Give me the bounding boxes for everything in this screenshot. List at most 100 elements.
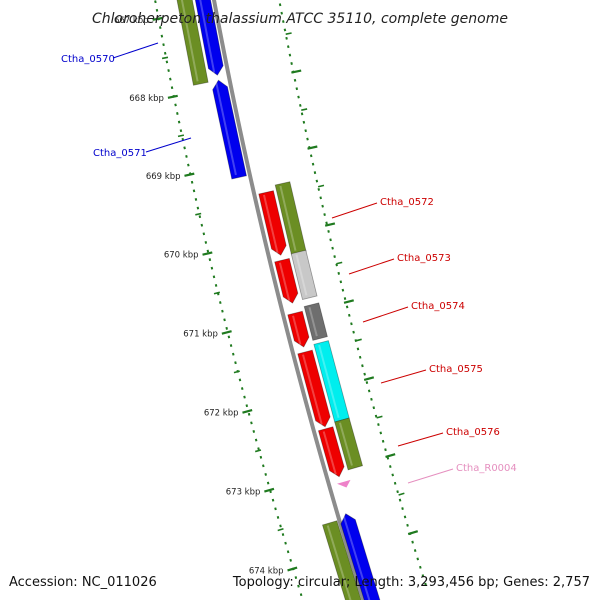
left-scale-dot (240, 387, 244, 390)
minor-tick (213, 291, 221, 295)
right-scale-dot (401, 507, 404, 510)
gene-label[interactable]: Ctha_0571 (93, 148, 147, 159)
right-scale-dot (411, 540, 414, 544)
right-scale-dot (333, 255, 336, 259)
minor-tick (277, 528, 284, 532)
gene-label[interactable]: Ctha_0574 (411, 301, 465, 312)
gene-layer (176, 0, 381, 600)
genome-title: Chloroherpeton thalassium ATCC 35110, co… (92, 11, 508, 27)
minor-tick (161, 56, 169, 60)
label-leader-line (112, 42, 159, 59)
left-scale-dot (294, 576, 298, 579)
left-scale-dot (187, 163, 190, 167)
gene-label[interactable]: Ctha_0576 (446, 427, 500, 438)
right-scale-dot (323, 213, 326, 217)
minor-tick (301, 108, 308, 111)
gene-feature-gray (290, 249, 318, 301)
right-scale-dot (413, 549, 417, 552)
left-scale-dot (289, 558, 292, 562)
minor-tick (177, 134, 185, 138)
tick-label: 668 kbp (129, 94, 164, 104)
right-scale-dot (288, 53, 292, 57)
tick-label: 669 kbp (146, 172, 181, 182)
major-tick (264, 487, 275, 493)
gene-feature-blue (340, 513, 381, 600)
right-scale-dot (297, 95, 300, 99)
left-scale-dot (299, 593, 303, 597)
left-scale-dot (279, 524, 282, 528)
label-layer: Ctha_0570 Ctha_0571 Ctha_0572 Ctha_0573 Ctha… (61, 42, 517, 484)
right-scale-dot (331, 246, 334, 250)
right-scale-dot (311, 162, 315, 166)
left-scale-dot (179, 129, 183, 133)
right-scale-dot (309, 154, 313, 158)
gene-feature-ctha-0570 (194, 0, 224, 76)
gene-feature-ctha-0576 (317, 426, 345, 478)
gene-highlight (302, 354, 323, 425)
left-scale-dot (158, 26, 162, 29)
left-scale-dot (154, 0, 157, 4)
right-scale-dot (327, 229, 330, 233)
minor-tick (233, 370, 240, 374)
label-leader-line (348, 258, 395, 275)
left-scale-dot (174, 103, 177, 107)
right-scale-dot (391, 473, 394, 477)
right-scale-dot (299, 104, 302, 107)
left-scale-dot (221, 309, 224, 313)
right-scale-dot (329, 238, 332, 242)
major-tick (363, 376, 375, 381)
right-scale-dot (290, 62, 293, 65)
right-scale-dot (367, 389, 371, 393)
left-scale-dot (254, 438, 258, 442)
left-scale-dot (266, 481, 270, 485)
right-scale-dot (372, 406, 376, 410)
gene-highlight (338, 422, 353, 466)
left-scale-dot (200, 223, 204, 227)
right-scale-dot (419, 565, 422, 569)
gene-label[interactable]: Ctha_R0004 (456, 463, 517, 474)
left-scale-dot (194, 198, 198, 201)
right-scale-dot (377, 423, 380, 426)
gene-feature-ctha-0572 (258, 190, 287, 256)
left-scale-dot (165, 60, 169, 64)
gene-highlight (292, 315, 302, 345)
right-scale-dot (285, 36, 288, 40)
gene-label[interactable]: Ctha_0570 (61, 54, 115, 65)
major-tick (307, 145, 318, 150)
minor-tick (285, 32, 292, 35)
gene-highlight (279, 185, 297, 251)
right-scale-dot (424, 582, 427, 586)
gene-feature-ctha-r0004 (337, 479, 351, 488)
tick-label: 672 kbp (204, 409, 239, 419)
right-scale-dot (370, 397, 373, 401)
left-scale-dot (185, 155, 188, 158)
tick-label: 674 kbp (249, 567, 284, 577)
gene-highlight (278, 262, 291, 301)
left-scale-dot (276, 515, 280, 519)
right-scale-dot (339, 280, 343, 284)
left-scale-dot (225, 326, 228, 330)
gene-highlight (326, 525, 352, 600)
left-scale-dot (162, 43, 165, 47)
gene-label[interactable]: Ctha_0573 (397, 253, 451, 264)
minor-tick (195, 212, 202, 216)
major-tick (152, 16, 163, 21)
right-scale-dot (300, 112, 304, 116)
right-scale-dot (337, 271, 341, 275)
left-scale-dot (190, 180, 194, 184)
gene-label[interactable]: Ctha_0572 (380, 197, 434, 208)
right-scale-dot (403, 515, 407, 519)
right-scale-dot (396, 490, 399, 494)
right-scale-dot (421, 574, 425, 578)
major-tick (202, 251, 213, 256)
gene-label[interactable]: Ctha_0575 (429, 364, 483, 375)
right-scale-dot (295, 87, 299, 91)
right-scale-dot (381, 439, 385, 443)
right-scale-dot (278, 3, 282, 7)
left-scale-dot (257, 447, 260, 451)
gene-feature-olive (334, 417, 364, 471)
gene-feature-olive (176, 0, 209, 86)
tick-label: 667 kbp (114, 16, 149, 26)
tick-layer: 667 kbp 668 kbp 669 kbp 670 kbp 671 kbp 672 k… (114, 16, 419, 577)
